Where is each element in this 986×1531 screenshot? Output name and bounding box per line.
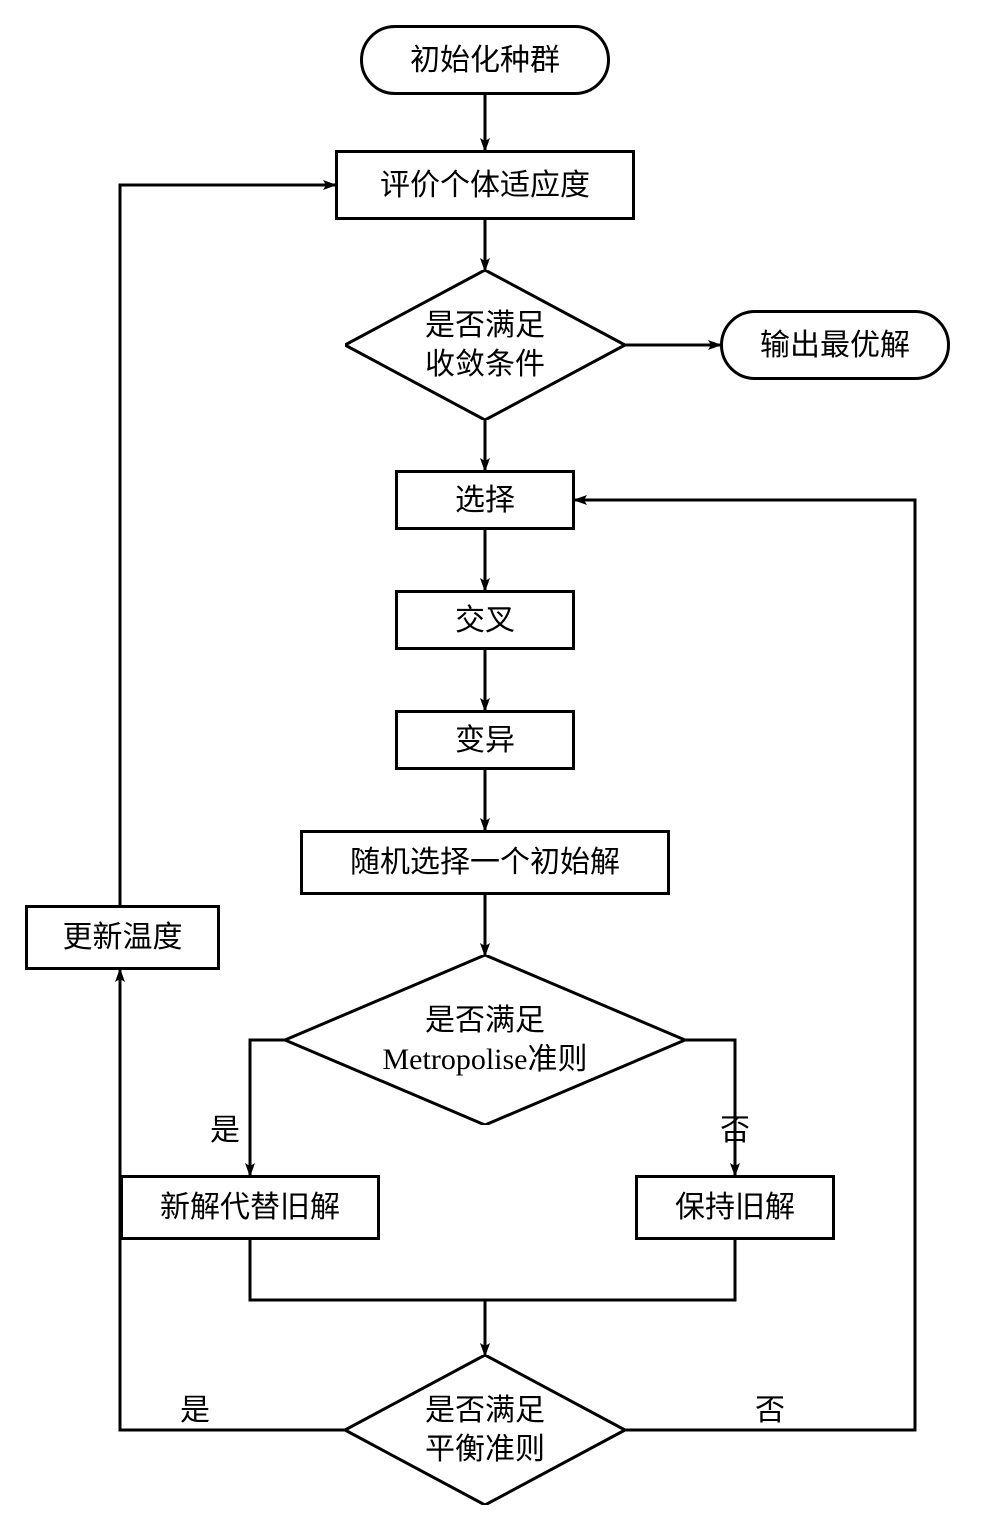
- node-rand-init-label: 随机选择一个初始解: [350, 843, 620, 882]
- node-rand-init: 随机选择一个初始解: [300, 830, 670, 895]
- node-start-label: 初始化种群: [410, 41, 560, 80]
- label-bal-no: 否: [755, 1385, 785, 1429]
- label-metro-no: 否: [720, 1105, 750, 1149]
- node-start: 初始化种群: [360, 25, 610, 95]
- node-update-temp: 更新温度: [25, 905, 220, 970]
- node-metropolis: 是否满足 Metropolise准则: [285, 955, 685, 1125]
- node-select-label: 选择: [455, 481, 515, 520]
- node-evaluate: 评价个体适应度: [335, 150, 635, 220]
- node-replace-label: 新解代替旧解: [160, 1188, 340, 1227]
- node-replace: 新解代替旧解: [120, 1175, 380, 1240]
- node-update-temp-label: 更新温度: [63, 918, 183, 957]
- label-metro-yes: 是: [210, 1105, 240, 1149]
- node-keep: 保持旧解: [635, 1175, 835, 1240]
- node-output-label: 输出最优解: [760, 326, 910, 365]
- node-converge: 是否满足 收敛条件: [345, 270, 625, 420]
- node-balance: 是否满足 平衡准则: [345, 1355, 625, 1505]
- node-crossover: 交叉: [395, 590, 575, 650]
- node-keep-label: 保持旧解: [675, 1188, 795, 1227]
- node-evaluate-label: 评价个体适应度: [380, 166, 590, 205]
- node-converge-label: 是否满足 收敛条件: [425, 306, 545, 384]
- node-output: 输出最优解: [720, 310, 950, 380]
- node-metropolis-label: 是否满足 Metropolise准则: [383, 1001, 588, 1079]
- node-balance-label: 是否满足 平衡准则: [425, 1391, 545, 1469]
- label-bal-yes: 是: [180, 1385, 210, 1429]
- node-mutate: 变异: [395, 710, 575, 770]
- node-mutate-label: 变异: [455, 721, 515, 760]
- node-select: 选择: [395, 470, 575, 530]
- node-crossover-label: 交叉: [455, 601, 515, 640]
